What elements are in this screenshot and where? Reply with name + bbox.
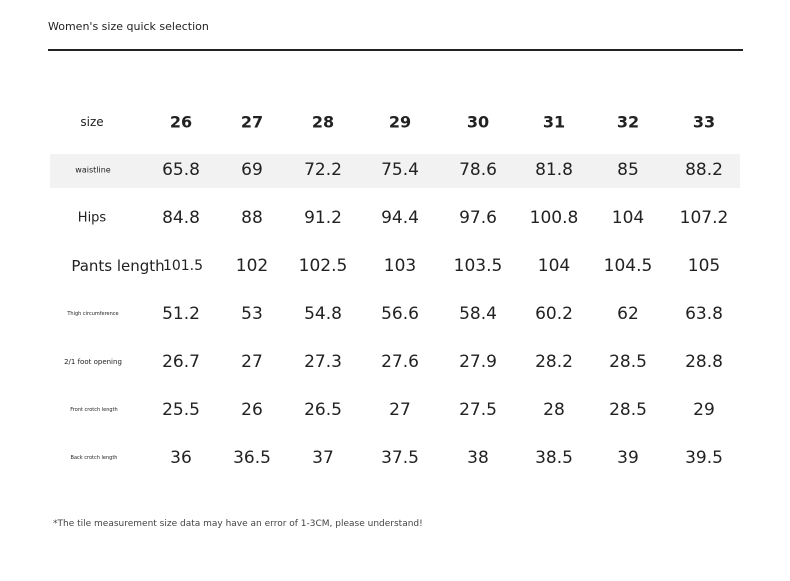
measurement: 27.9 <box>459 352 497 372</box>
size-header: 29 <box>388 112 412 132</box>
footnote: *The tile measurement size data may have… <box>53 519 423 529</box>
measurement: 26.7 <box>162 352 200 372</box>
measurement: 104 <box>537 256 571 276</box>
measurement: 104 <box>611 208 645 228</box>
measurement: 36.5 <box>233 448 271 468</box>
measurement: 37.5 <box>381 448 419 468</box>
measurement: 101.5 <box>162 258 204 274</box>
title-rule <box>48 49 743 51</box>
measurement: 103 <box>383 256 417 276</box>
page-title: Women's size quick selection <box>48 20 209 33</box>
measurement: 85 <box>617 160 639 180</box>
measurement: 78.6 <box>459 160 497 180</box>
measurement: 72.2 <box>304 160 342 180</box>
size-header: 31 <box>542 112 566 132</box>
measurement: 25.5 <box>162 400 200 420</box>
measurement: 28.2 <box>535 352 573 372</box>
measurement: 81.8 <box>535 160 573 180</box>
measurement: 105 <box>687 256 721 276</box>
measurement: 28.8 <box>685 352 723 372</box>
measurement: 38 <box>467 448 489 468</box>
measurement: 102.5 <box>298 256 348 276</box>
measurement: 39 <box>617 448 639 468</box>
measurement: 88.2 <box>685 160 723 180</box>
measurement: 27.6 <box>381 352 419 372</box>
row-label: 2/1 foot opening <box>64 358 122 366</box>
measurement: 26 <box>241 400 263 420</box>
row-highlight <box>50 154 740 188</box>
measurement: 37 <box>312 448 334 468</box>
measurement: 60.2 <box>535 304 573 324</box>
header-label: size <box>80 115 104 129</box>
measurement: 26.5 <box>304 400 342 420</box>
measurement: 28.5 <box>609 352 647 372</box>
measurement: 28.5 <box>609 400 647 420</box>
measurement: 36 <box>170 448 192 468</box>
size-header: 30 <box>466 112 490 132</box>
measurement: 56.6 <box>381 304 419 324</box>
measurement: 88 <box>241 208 263 228</box>
row-label: Pants length <box>71 257 165 275</box>
row-label: Hips <box>77 210 107 226</box>
measurement: 97.6 <box>459 208 497 228</box>
measurement: 91.2 <box>304 208 342 228</box>
measurement: 100.8 <box>529 208 579 228</box>
measurement: 53 <box>241 304 263 324</box>
measurement: 103.5 <box>453 256 503 276</box>
measurement: 94.4 <box>381 208 419 228</box>
size-header: 28 <box>311 112 335 132</box>
size-header: 32 <box>616 112 640 132</box>
measurement: 39.5 <box>685 448 723 468</box>
measurement: 27.5 <box>459 400 497 420</box>
measurement: 27.3 <box>304 352 342 372</box>
size-header: 26 <box>169 112 193 132</box>
measurement: 75.4 <box>381 160 419 180</box>
size-header: 27 <box>240 112 264 132</box>
row-label: Thigh circumference <box>67 311 119 317</box>
measurement: 62 <box>617 304 639 324</box>
measurement: 51.2 <box>162 304 200 324</box>
measurement: 104.5 <box>603 256 653 276</box>
size-header: 33 <box>692 112 716 132</box>
row-label: Front crotch length <box>70 407 118 413</box>
measurement: 69 <box>241 160 263 180</box>
row-label: Back crotch length <box>70 455 118 461</box>
measurement: 84.8 <box>162 208 200 228</box>
measurement: 38.5 <box>535 448 573 468</box>
measurement: 107.2 <box>679 208 729 228</box>
measurement: 102 <box>235 256 269 276</box>
measurement: 63.8 <box>685 304 723 324</box>
measurement: 58.4 <box>459 304 497 324</box>
measurement: 27 <box>241 352 263 372</box>
measurement: 65.8 <box>162 160 200 180</box>
measurement: 28 <box>543 400 565 420</box>
row-label: waistline <box>75 165 111 175</box>
measurement: 54.8 <box>304 304 342 324</box>
measurement: 27 <box>389 400 411 420</box>
measurement: 29 <box>693 400 715 420</box>
